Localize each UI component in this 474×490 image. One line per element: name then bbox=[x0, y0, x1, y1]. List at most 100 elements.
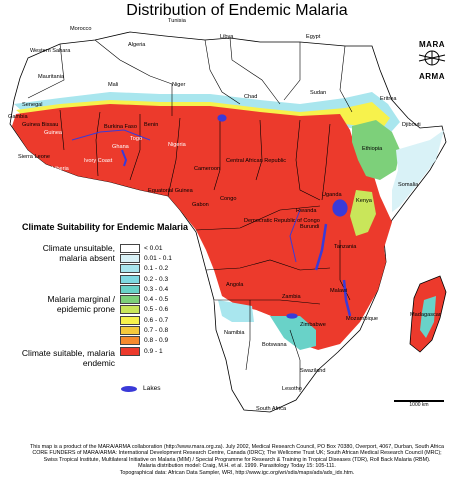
label-togo: Togo bbox=[130, 136, 142, 142]
label-malawi: Malawi bbox=[330, 288, 347, 294]
lake-malawi bbox=[342, 279, 352, 317]
legend-class-label: 0.1 - 0.2 bbox=[144, 265, 169, 273]
country-borders bbox=[27, 37, 353, 392]
label-angola: Angola bbox=[226, 282, 244, 288]
legend-class-row: 0.9 - 1 bbox=[120, 346, 172, 356]
mosquito-icon bbox=[418, 50, 446, 66]
label-tanzania: Tanzania bbox=[334, 244, 357, 250]
legend-class-label: < 0.01 bbox=[144, 244, 163, 252]
label-sierra-leone: Sierra Leone bbox=[18, 154, 50, 160]
legend-class-row: 0.2 - 0.3 bbox=[120, 274, 172, 284]
label-swaziland: Swaziland bbox=[300, 368, 326, 374]
legend-class-row: 0.3 - 0.4 bbox=[120, 284, 172, 294]
east-africa-highlands bbox=[350, 190, 376, 236]
label-djibouti: Djibouti bbox=[402, 122, 421, 128]
label-eritrea: Eritrea bbox=[380, 96, 397, 102]
footer-line: Swiss Tropical Institute, Multilateral I… bbox=[43, 456, 431, 463]
label-guinea-bissau: Guinea Bissau bbox=[22, 122, 58, 128]
lake-victoria bbox=[332, 199, 348, 217]
legend-class-row: 0.1 - 0.2 bbox=[120, 264, 172, 274]
label-madagascar: Madagascar bbox=[410, 312, 441, 318]
label-ethiopia: Ethiopia bbox=[362, 146, 383, 152]
label-liberia: Liberia bbox=[52, 166, 70, 172]
map-title: Distribution of Endemic Malaria bbox=[126, 2, 348, 19]
legend-class-label: 0.5 - 0.6 bbox=[144, 306, 169, 314]
scale-bar: 1000 km bbox=[394, 400, 444, 408]
lake-volta bbox=[121, 149, 128, 167]
lake-chad bbox=[217, 114, 227, 122]
legend-title: Climate Suitability for Endemic Malaria bbox=[22, 222, 189, 232]
legend-class-row: < 0.01 bbox=[120, 243, 172, 253]
label-zambia: Zambia bbox=[282, 294, 302, 300]
legend-class-row: 0.8 - 0.9 bbox=[120, 336, 172, 346]
legend-class-label: 0.4 - 0.5 bbox=[144, 296, 169, 304]
madagascar-highlands bbox=[420, 296, 436, 338]
label-benin: Benin bbox=[144, 122, 158, 128]
label-zimbabwe: Zimbabwe bbox=[300, 322, 326, 328]
label-congo: Congo bbox=[220, 196, 236, 202]
label-libya: Libya bbox=[220, 34, 234, 40]
label-senegal: Senegal bbox=[22, 102, 43, 108]
southern-marginal-zone bbox=[214, 300, 320, 406]
footer-line: This map is a product of the MARA/ARMA c… bbox=[29, 444, 445, 450]
namibia-marginal-zone bbox=[218, 300, 254, 322]
label-burkina-faso: Burkina Faso bbox=[104, 124, 137, 130]
label-guinea: Guinea bbox=[44, 130, 63, 136]
label-rwanda: Rwanda bbox=[296, 208, 317, 214]
country-labels: Algeria Tunisia Libya Egypt Morocco West… bbox=[8, 18, 441, 412]
footer-line: CORE FUNDERS of MARA/ARMA: International… bbox=[32, 450, 442, 457]
legend-swatch bbox=[120, 346, 140, 356]
legend-classes: < 0.01 0.01 - 0.1 0.1 - 0.2 0.2 - 0.3 0.3 - … bbox=[120, 243, 172, 356]
legend-group-absent: Climate unsuitable, malaria absent bbox=[42, 243, 115, 263]
somalia-dry-zone bbox=[392, 130, 444, 212]
legend-class-label: 0.7 - 0.8 bbox=[144, 327, 169, 335]
label-tunisia: Tunisia bbox=[168, 18, 187, 24]
legend-swatch bbox=[120, 305, 140, 315]
label-gabon: Gabon bbox=[192, 202, 209, 208]
zimbabwe-marginal-zone bbox=[270, 316, 316, 350]
logo-word-mara: MARA bbox=[419, 40, 445, 49]
legend-swatch bbox=[120, 315, 140, 325]
legend-class-row: 0.6 - 0.7 bbox=[120, 315, 172, 325]
lakes-label: Lakes bbox=[143, 385, 161, 392]
legend-swatch bbox=[120, 264, 140, 274]
lake-tanganyika bbox=[314, 223, 328, 271]
label-morocco: Morocco bbox=[70, 26, 91, 32]
label-botswana: Botswana bbox=[262, 342, 287, 348]
label-lesotho: Lesotho bbox=[282, 386, 302, 392]
footer-line: Topographical data: African Data Sampler… bbox=[119, 469, 355, 476]
label-mali: Mali bbox=[108, 82, 118, 88]
label-namibia: Namibia bbox=[224, 330, 245, 336]
scale-label: 1000 km bbox=[409, 402, 429, 408]
label-south-africa: South Africa bbox=[256, 406, 287, 412]
label-niger: Niger bbox=[172, 82, 186, 88]
lakes-rivers bbox=[71, 114, 352, 319]
label-western-sahara: Western Sahara bbox=[30, 48, 71, 54]
label-equatorial-guinea: Equatorial Guinea bbox=[148, 188, 194, 194]
label-egypt: Egypt bbox=[306, 34, 321, 40]
label-gambia: Gambia bbox=[8, 114, 28, 120]
footer-line: Malaria distribution model: Craig, M.H. … bbox=[138, 463, 336, 470]
scale-line bbox=[394, 400, 444, 402]
label-drc: Democratic Republic of Congo bbox=[244, 218, 320, 224]
mara-logo: MARA ARMA bbox=[404, 40, 460, 81]
logo-word-arma: ARMA bbox=[419, 72, 445, 81]
legend-swatch bbox=[120, 243, 140, 253]
legend-swatch bbox=[120, 284, 140, 294]
label-uganda: Uganda bbox=[322, 192, 342, 198]
legend-group-endemic: Climate suitable, malaria endemic bbox=[21, 348, 115, 368]
legend-swatch bbox=[120, 336, 140, 346]
legend-swatch bbox=[120, 295, 140, 305]
label-burundi: Burundi bbox=[300, 224, 319, 230]
river-niger bbox=[71, 129, 151, 141]
legend-group-marginal: Malaria marginal / epidemic prone bbox=[47, 294, 115, 314]
footer-credits: This map is a product of the MARA/ARMA c… bbox=[0, 444, 474, 476]
legend-class-label: 0.9 - 1 bbox=[144, 347, 163, 355]
legend-class-label: 0.3 - 0.4 bbox=[144, 285, 169, 293]
legend-class-row: 0.4 - 0.5 bbox=[120, 294, 172, 305]
label-chad: Chad bbox=[244, 94, 257, 100]
label-algeria: Algeria bbox=[128, 42, 146, 48]
legend-class-row: 0.5 - 0.6 bbox=[120, 305, 172, 315]
legend-class-label: 0.01 - 0.1 bbox=[144, 254, 172, 262]
legend-class-row: 0.7 - 0.8 bbox=[120, 325, 172, 336]
